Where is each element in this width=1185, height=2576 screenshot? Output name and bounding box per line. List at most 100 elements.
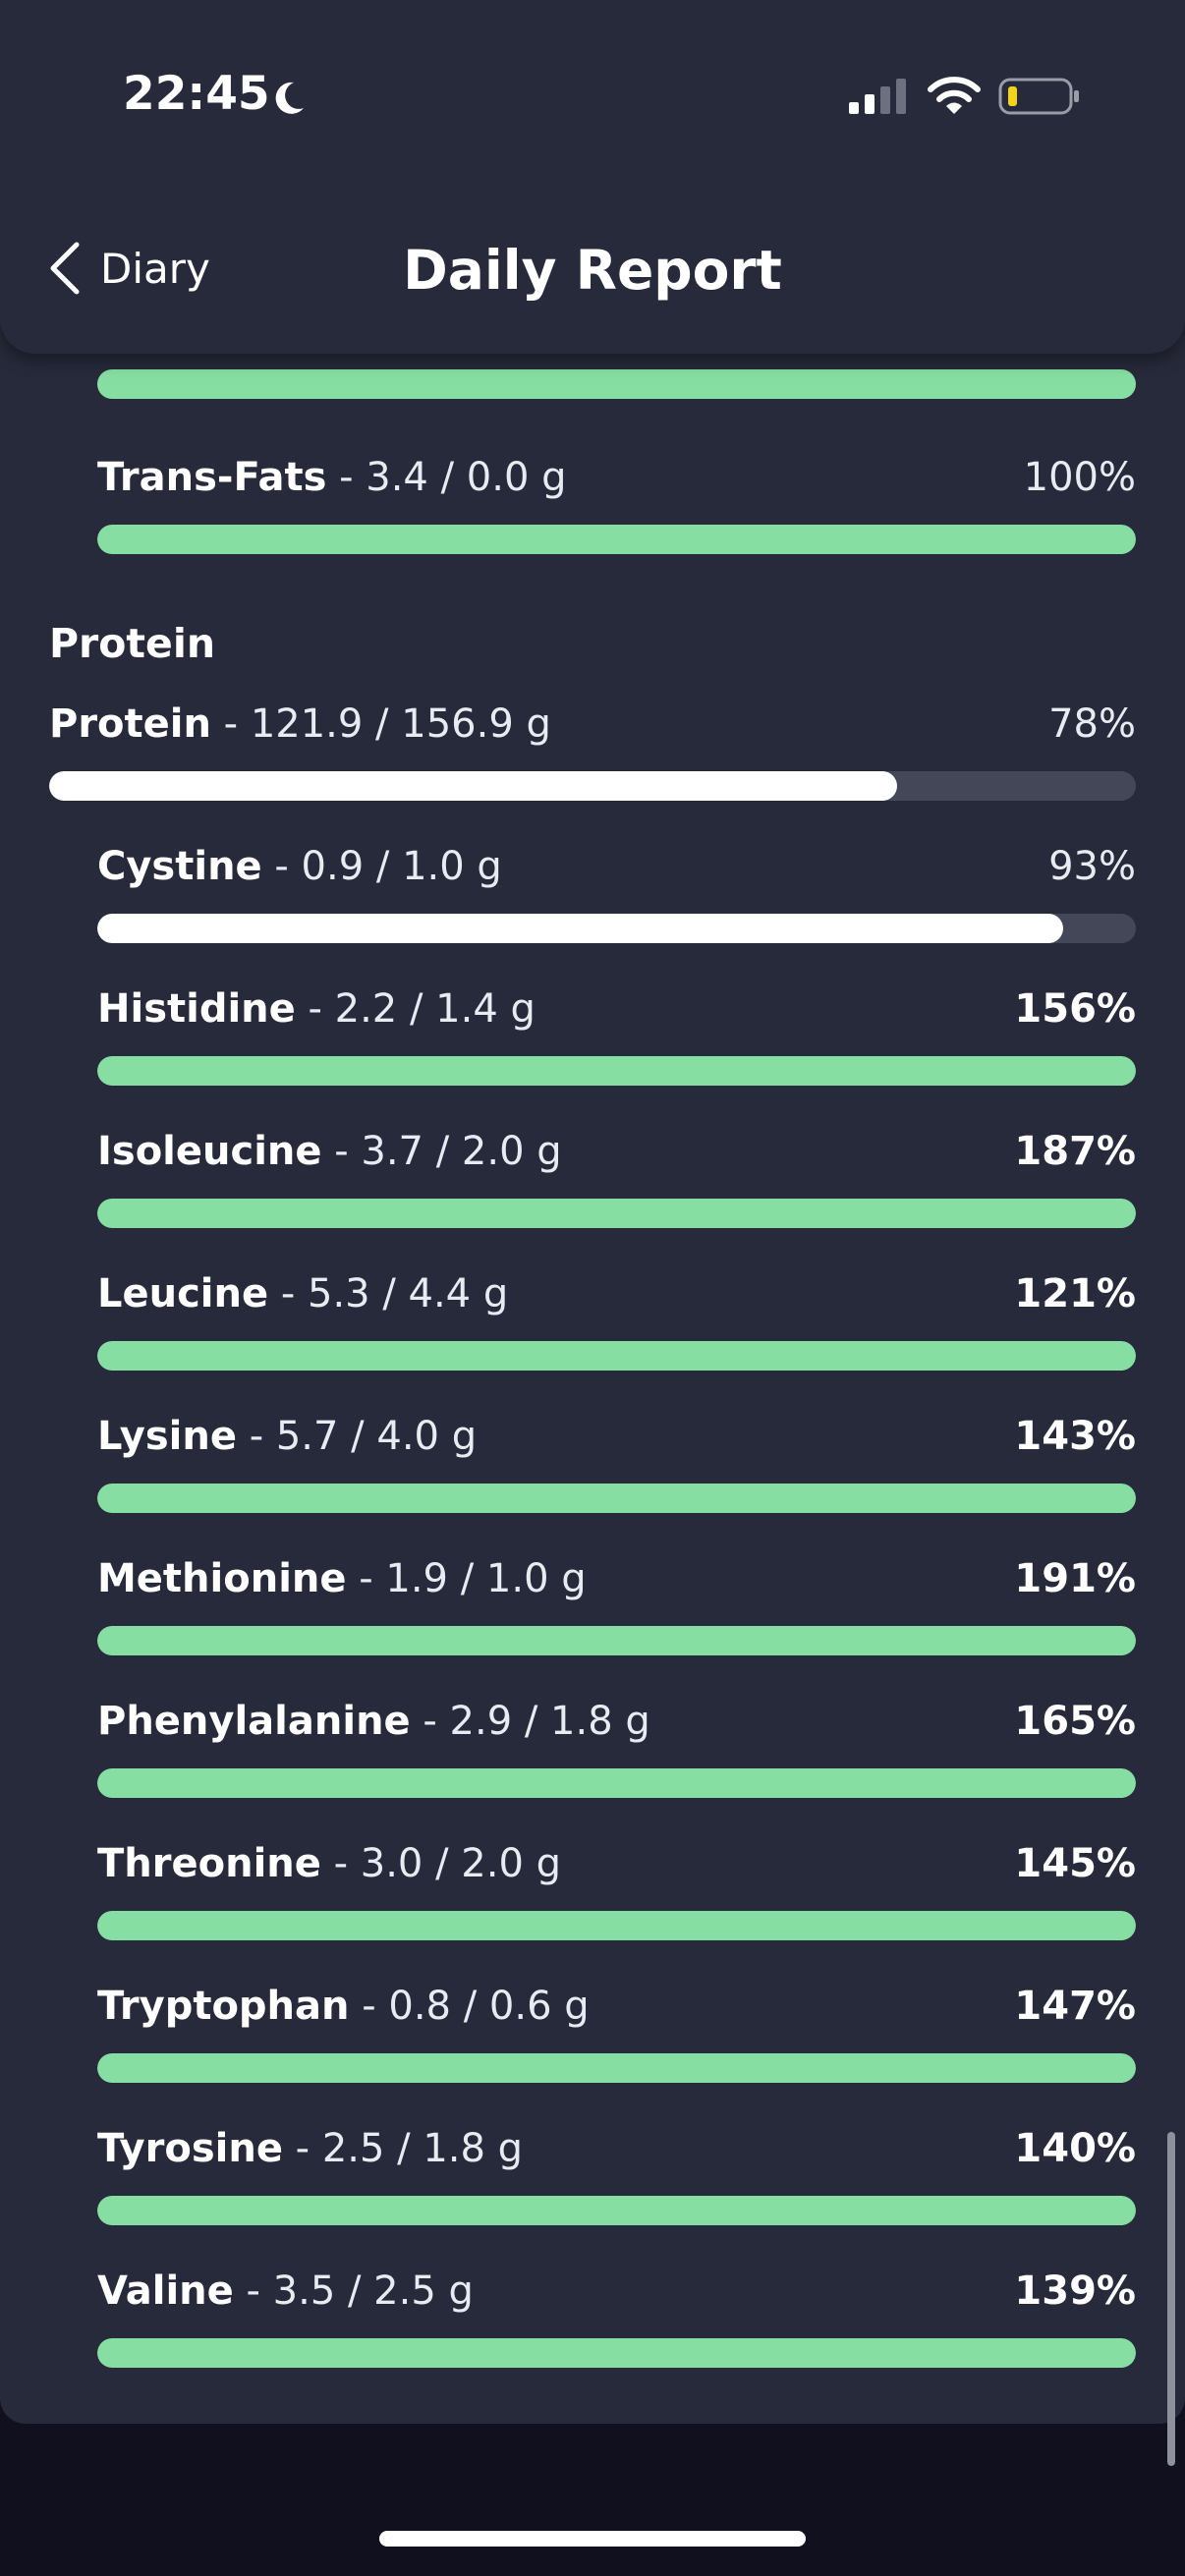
wifi-icon	[928, 77, 981, 114]
progress-bar	[97, 525, 1136, 554]
nutrient-row: Isoleucine - 3.7 / 2.0 g 187%	[97, 1122, 1136, 1228]
nutrient-row-header: Trans-Fats - 3.4 / 0.0 g 100%	[97, 448, 1136, 507]
nutrient-percent: 187%	[1014, 1129, 1136, 1174]
nutrient-row: Histidine - 2.2 / 1.4 g 156%	[97, 980, 1136, 1086]
nutrient-row-header: Protein - 121.9 / 156.9 g 78%	[49, 695, 1136, 754]
partially-hidden-progress-bar	[97, 369, 1136, 399]
nutrient-row: Threonine - 3.0 / 2.0 g 145%	[97, 1834, 1136, 1940]
progress-bar-fill	[97, 1768, 1136, 1798]
nutrient-label: Methionine - 1.9 / 1.0 g	[97, 1549, 587, 1608]
nutrient-row-header: Tryptophan - 0.8 / 0.6 g 147%	[97, 1977, 1136, 2036]
home-indicator[interactable]	[379, 2531, 806, 2547]
progress-bar	[97, 914, 1136, 943]
nutrient-percent: 156%	[1014, 986, 1136, 1032]
nutrient-percent: 140%	[1014, 2126, 1136, 2171]
nutrient-amount: - 5.3 / 4.4 g	[268, 1271, 509, 1316]
nutrient-row: Cystine - 0.9 / 1.0 g 93%	[97, 837, 1136, 943]
progress-bar	[97, 1911, 1136, 1940]
progress-bar-fill	[49, 771, 897, 801]
nutrient-amount: - 1.9 / 1.0 g	[346, 1556, 587, 1601]
nutrient-amount: - 2.2 / 1.4 g	[295, 986, 536, 1032]
progress-bar	[97, 1626, 1136, 1655]
progress-bar-fill	[97, 1626, 1136, 1655]
nutrient-label: Lysine - 5.7 / 4.0 g	[97, 1407, 477, 1466]
nutrient-percent: 147%	[1014, 1984, 1136, 2029]
nutrient-name: Tryptophan	[97, 1984, 350, 2029]
nutrient-percent: 100%	[1023, 455, 1136, 500]
navigation-header: Diary Daily Report	[0, 0, 1185, 354]
nutrient-name: Methionine	[97, 1556, 347, 1601]
progress-bar	[49, 771, 1136, 801]
nutrient-name: Threonine	[97, 1841, 321, 1886]
nutrient-name: Phenylalanine	[97, 1699, 411, 1744]
back-button[interactable]: Diary	[47, 234, 210, 303]
report-card: Trans-Fats - 3.4 / 0.0 g 100% Protein Pro…	[0, 0, 1185, 2424]
nutrient-amount: - 0.8 / 0.6 g	[349, 1984, 590, 2029]
nutrient-amount: - 3.0 / 2.0 g	[320, 1841, 561, 1886]
nutrient-amount: - 2.9 / 1.8 g	[410, 1699, 650, 1744]
nutrient-row-header: Phenylalanine - 2.9 / 1.8 g 165%	[97, 1692, 1136, 1751]
nutrient-label: Cystine - 0.9 / 1.0 g	[97, 837, 502, 896]
nutrient-percent: 139%	[1014, 2268, 1136, 2314]
nutrient-percent: 121%	[1014, 1271, 1136, 1316]
cellular-signal-icon	[849, 79, 906, 114]
nutrient-row-header: Leucine - 5.3 / 4.4 g 121%	[97, 1264, 1136, 1323]
nutrient-amount: - 3.7 / 2.0 g	[321, 1129, 562, 1174]
nutrient-row: Tyrosine - 2.5 / 1.8 g 140%	[97, 2119, 1136, 2225]
progress-bar-fill	[97, 1199, 1136, 1228]
nutrient-percent: 143%	[1014, 1414, 1136, 1459]
progress-bar	[97, 2338, 1136, 2368]
progress-bar-fill	[97, 2338, 1136, 2368]
nutrient-name: Protein	[49, 701, 211, 747]
progress-bar	[97, 1768, 1136, 1798]
nutrient-name: Histidine	[97, 986, 296, 1032]
nutrient-percent: 93%	[1048, 844, 1136, 889]
nutrient-row: Valine - 3.5 / 2.5 g 139%	[97, 2262, 1136, 2368]
nutrient-name: Leucine	[97, 1271, 269, 1316]
nutrient-row-header: Lysine - 5.7 / 4.0 g 143%	[97, 1407, 1136, 1466]
nutrient-row-header: Histidine - 2.2 / 1.4 g 156%	[97, 980, 1136, 1038]
nutrient-amount: - 0.9 / 1.0 g	[261, 844, 502, 889]
page-title: Daily Report	[403, 239, 782, 302]
nutrient-row-header: Valine - 3.5 / 2.5 g 139%	[97, 2262, 1136, 2321]
nutrient-name: Cystine	[97, 844, 262, 889]
progress-bar-fill	[97, 1484, 1136, 1513]
nutrient-label: Isoleucine - 3.7 / 2.0 g	[97, 1122, 562, 1181]
nutrient-row: Phenylalanine - 2.9 / 1.8 g 165%	[97, 1692, 1136, 1798]
nutrient-amount: - 121.9 / 156.9 g	[210, 701, 551, 747]
progress-bar	[97, 1199, 1136, 1228]
progress-bar	[97, 1341, 1136, 1371]
nutrient-amount: - 3.5 / 2.5 g	[233, 2268, 474, 2314]
progress-bar	[97, 2053, 1136, 2083]
progress-bar-fill	[97, 2196, 1136, 2225]
scroll-indicator[interactable]	[1167, 2132, 1175, 2466]
nutrient-row-header: Cystine - 0.9 / 1.0 g 93%	[97, 837, 1136, 896]
nutrient-label: Protein - 121.9 / 156.9 g	[49, 695, 551, 754]
nutrient-row-header: Isoleucine - 3.7 / 2.0 g 187%	[97, 1122, 1136, 1181]
nutrient-name: Tyrosine	[97, 2126, 283, 2171]
nutrient-row: Methionine - 1.9 / 1.0 g 191%	[97, 1549, 1136, 1655]
nutrient-row: Tryptophan - 0.8 / 0.6 g 147%	[97, 1977, 1136, 2083]
nutrient-row: Leucine - 5.3 / 4.4 g 121%	[97, 1264, 1136, 1371]
progress-bar-fill	[97, 1341, 1136, 1371]
back-button-label: Diary	[100, 244, 210, 293]
progress-bar	[97, 1484, 1136, 1513]
progress-bar-fill	[97, 914, 1063, 943]
nutrient-percent: 165%	[1014, 1699, 1136, 1744]
moon-icon	[275, 82, 304, 114]
nutrient-row-header: Tyrosine - 2.5 / 1.8 g 140%	[97, 2119, 1136, 2178]
progress-bar-fill	[97, 1056, 1136, 1086]
status-time: 22:45	[123, 67, 270, 121]
nutrient-label: Valine - 3.5 / 2.5 g	[97, 2262, 474, 2321]
nutrient-row-header: Methionine - 1.9 / 1.0 g 191%	[97, 1549, 1136, 1608]
nutrient-list[interactable]: Trans-Fats - 3.4 / 0.0 g 100% Protein Pro…	[0, 0, 1185, 2424]
nutrient-label: Tryptophan - 0.8 / 0.6 g	[97, 1977, 590, 2036]
progress-bar-fill	[97, 2053, 1136, 2083]
nutrient-name: Isoleucine	[97, 1129, 322, 1174]
nutrient-percent: 145%	[1014, 1841, 1136, 1886]
nutrient-percent: 191%	[1014, 1556, 1136, 1601]
nutrient-label: Leucine - 5.3 / 4.4 g	[97, 1264, 508, 1323]
nutrient-row: Trans-Fats - 3.4 / 0.0 g 100%	[97, 448, 1136, 554]
battery-low-icon	[998, 78, 1079, 115]
